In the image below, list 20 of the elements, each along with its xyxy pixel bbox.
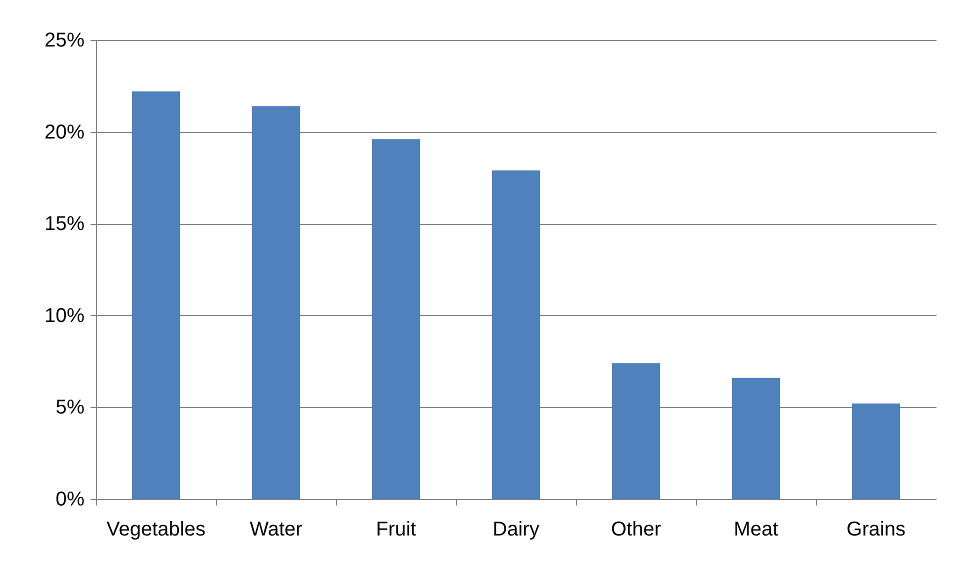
x-tick-label: Other — [610, 518, 662, 540]
y-tick-label: 5% — [56, 396, 85, 419]
bar — [732, 378, 780, 499]
bar — [492, 170, 540, 499]
y-tick-label: 15% — [44, 213, 85, 236]
x-tick-label: Grains — [846, 518, 906, 540]
bar — [252, 106, 300, 499]
y-tick-label: 25% — [44, 30, 85, 52]
x-tick-label: Fruit — [376, 518, 416, 540]
bar — [852, 404, 900, 499]
x-tick-label: Vegetables — [106, 518, 206, 540]
x-tick-label: Meat — [734, 518, 779, 540]
y-tick-label: 10% — [44, 304, 85, 327]
x-tick-label: Dairy — [492, 518, 540, 540]
bar — [612, 363, 660, 499]
y-tick-label: 20% — [44, 121, 85, 144]
bar — [132, 91, 180, 499]
x-tick-label: Water — [250, 518, 303, 540]
bar — [372, 139, 420, 499]
y-tick-label: 0% — [56, 488, 85, 510]
